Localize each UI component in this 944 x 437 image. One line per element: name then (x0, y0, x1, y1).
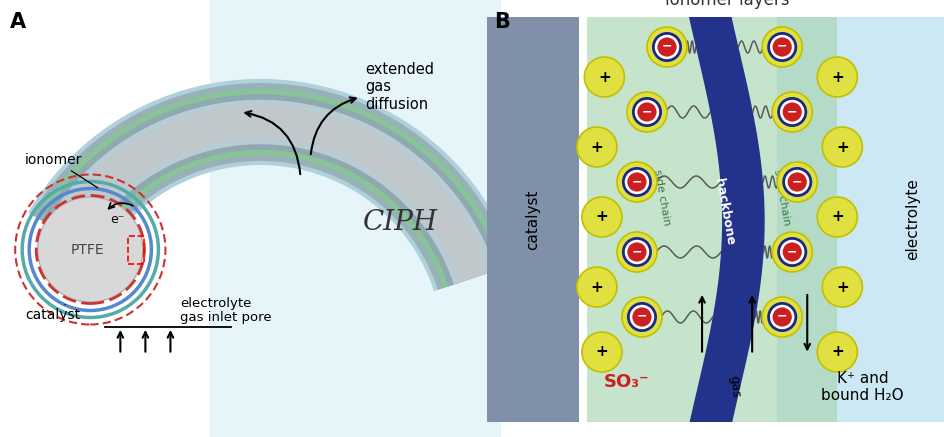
Circle shape (776, 162, 817, 202)
Text: −: − (661, 40, 671, 53)
Circle shape (583, 57, 624, 97)
Circle shape (767, 33, 795, 61)
Circle shape (817, 57, 856, 97)
Circle shape (762, 297, 801, 337)
Bar (586, 17, 836, 422)
Circle shape (778, 239, 805, 266)
Circle shape (623, 168, 649, 196)
Circle shape (772, 307, 791, 326)
Circle shape (771, 92, 812, 132)
Text: B: B (494, 12, 510, 32)
Text: gas: gas (726, 375, 741, 399)
Circle shape (626, 92, 666, 132)
Circle shape (632, 98, 660, 125)
Text: −: − (776, 310, 786, 323)
Text: +: + (595, 344, 608, 360)
Circle shape (782, 243, 801, 262)
Circle shape (652, 33, 680, 61)
Bar (486, 17, 579, 422)
Text: +: + (830, 344, 843, 360)
Text: +: + (835, 280, 848, 295)
Circle shape (621, 297, 662, 337)
Text: −: − (776, 40, 786, 53)
Circle shape (632, 307, 650, 326)
Text: A: A (10, 12, 26, 32)
Circle shape (821, 127, 862, 167)
Text: extended
gas
diffusion: extended gas diffusion (365, 62, 434, 112)
Text: K⁺ and
bound H₂O: K⁺ and bound H₂O (820, 371, 902, 403)
Circle shape (616, 232, 656, 272)
Circle shape (783, 168, 810, 196)
Text: +: + (595, 209, 608, 225)
Circle shape (636, 102, 656, 121)
Text: backbone: backbone (712, 177, 736, 246)
Circle shape (628, 303, 655, 331)
Circle shape (782, 102, 801, 121)
Circle shape (616, 162, 656, 202)
Text: electrolyte
gas inlet pore: electrolyte gas inlet pore (180, 296, 272, 325)
Text: −: − (631, 175, 642, 188)
Text: +: + (830, 209, 843, 225)
Circle shape (762, 27, 801, 67)
Text: +: + (598, 69, 610, 84)
Text: +: + (590, 139, 602, 155)
Circle shape (817, 332, 856, 372)
Circle shape (582, 197, 621, 237)
Text: −: − (631, 245, 642, 258)
Text: catalyst: catalyst (25, 305, 80, 322)
Text: CIPH: CIPH (362, 208, 438, 236)
Text: e⁻: e⁻ (110, 213, 125, 226)
Circle shape (657, 38, 676, 57)
Text: SO₃⁻: SO₃⁻ (603, 373, 649, 391)
Circle shape (576, 267, 616, 307)
Circle shape (817, 197, 856, 237)
Text: PTFE: PTFE (71, 243, 105, 257)
Circle shape (767, 303, 795, 331)
Circle shape (821, 267, 862, 307)
Bar (776, 17, 944, 422)
Text: side chain: side chain (771, 168, 791, 226)
Circle shape (627, 243, 646, 262)
Text: electrolyte: electrolyte (904, 179, 919, 260)
Text: −: − (786, 245, 797, 258)
Circle shape (786, 173, 806, 191)
Bar (127, 236, 143, 264)
Text: +: + (835, 139, 848, 155)
Text: −: − (636, 310, 647, 323)
Circle shape (582, 332, 621, 372)
Text: +: + (590, 280, 602, 295)
Bar (211, 0, 500, 437)
Text: catalyst: catalyst (525, 189, 540, 250)
Circle shape (771, 232, 812, 272)
Polygon shape (688, 17, 764, 422)
Circle shape (623, 239, 649, 266)
Circle shape (38, 197, 143, 302)
Text: −: − (786, 105, 797, 118)
Text: −: − (791, 175, 801, 188)
Circle shape (627, 173, 646, 191)
Text: ionomer layers: ionomer layers (665, 0, 788, 10)
Circle shape (576, 127, 616, 167)
Text: −: − (641, 105, 651, 118)
Text: side chain: side chain (651, 168, 671, 226)
Text: +: + (830, 69, 843, 84)
Text: ionomer: ionomer (25, 153, 98, 188)
Circle shape (772, 38, 791, 57)
Circle shape (647, 27, 686, 67)
Circle shape (778, 98, 805, 125)
